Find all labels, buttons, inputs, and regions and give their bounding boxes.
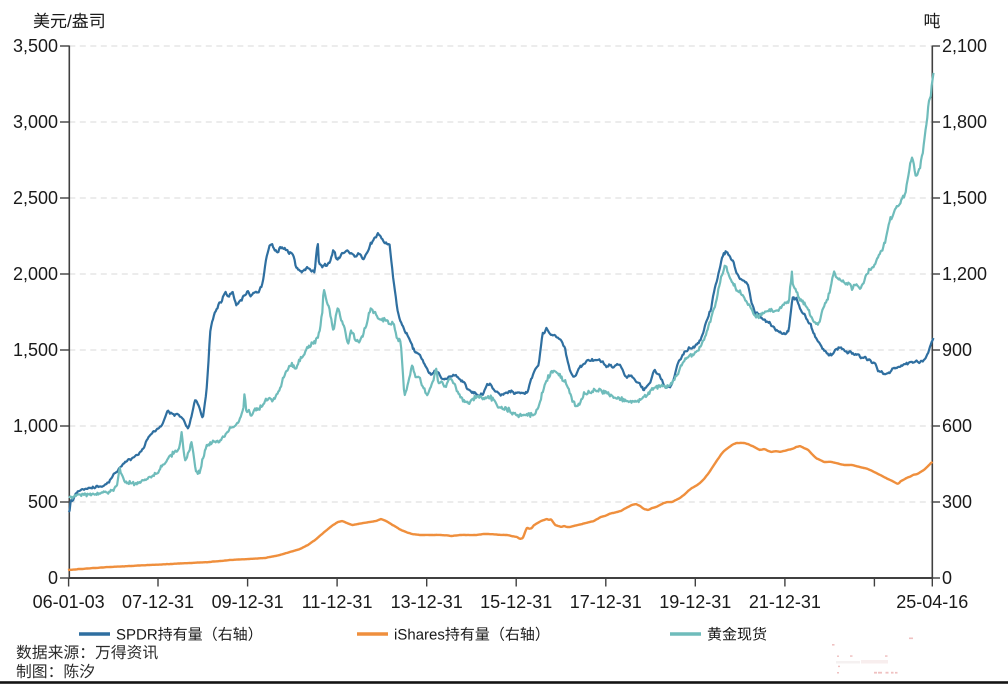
svg-text:25-04-16: 25-04-16: [896, 592, 968, 612]
svg-text:17-12-31: 17-12-31: [570, 592, 642, 612]
svg-text:2,000: 2,000: [13, 264, 58, 284]
svg-text:19-12-31: 19-12-31: [659, 592, 731, 612]
svg-text:09-12-31: 09-12-31: [212, 592, 284, 612]
svg-text:1,000: 1,000: [13, 416, 58, 436]
svg-text:1,200: 1,200: [942, 264, 987, 284]
svg-text:500: 500: [28, 492, 58, 512]
svg-text:600: 600: [942, 416, 972, 436]
svg-text:13-12-31: 13-12-31: [391, 592, 463, 612]
svg-text:3,000: 3,000: [13, 112, 58, 132]
svg-text:1,500: 1,500: [13, 340, 58, 360]
svg-text:06-01-03: 06-01-03: [33, 592, 105, 612]
svg-text:0: 0: [48, 568, 58, 588]
svg-text:900: 900: [942, 340, 972, 360]
svg-text:07-12-31: 07-12-31: [122, 592, 194, 612]
svg-text:1,500: 1,500: [942, 188, 987, 208]
svg-text:21-12-31: 21-12-31: [749, 592, 821, 612]
svg-text:11-12-31: 11-12-31: [302, 592, 373, 612]
svg-text:1,800: 1,800: [942, 112, 987, 132]
svg-text:2,100: 2,100: [942, 36, 987, 56]
svg-text:2,500: 2,500: [13, 188, 58, 208]
svg-text:0: 0: [942, 568, 952, 588]
svg-text:300: 300: [942, 492, 972, 512]
svg-text:15-12-31: 15-12-31: [480, 592, 552, 612]
svg-text:3,500: 3,500: [13, 36, 58, 56]
